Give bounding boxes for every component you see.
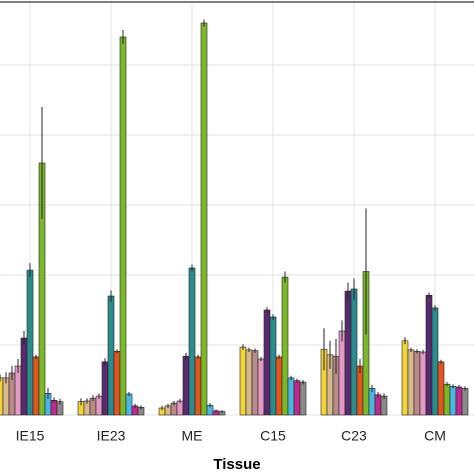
bar [263,309,271,416]
bar [275,356,283,416]
bar [239,346,247,416]
bar [20,337,28,416]
x-tick-label: C23 [341,428,367,444]
x-tick-label: IE15 [16,428,45,444]
bar [407,349,415,416]
bar [269,316,277,416]
bar [95,395,103,416]
bar [287,377,295,416]
bar [461,388,469,416]
bar [350,288,358,416]
bar [107,295,115,416]
x-tick-label: IE23 [97,428,126,444]
bar [182,355,190,416]
x-tick-label: C15 [260,428,286,444]
bar [455,386,463,416]
bar [281,276,289,416]
bar [413,350,421,416]
bar [368,388,376,416]
bar [194,356,202,416]
bar [119,36,127,416]
bar [374,394,382,416]
bar [425,294,433,416]
bar [449,385,457,416]
bar [431,307,439,416]
bar [437,361,445,416]
x-tick-label: ME [182,428,203,444]
bar [32,356,40,416]
bar [101,361,109,416]
bar [293,380,301,416]
bar [14,365,22,416]
bar [338,330,346,416]
bar [251,350,259,416]
bar [188,267,196,416]
bar [344,290,352,416]
bar [443,383,451,416]
bar [26,269,34,416]
x-tick-label: CM [424,428,446,444]
x-axis-label: Tissue [213,456,260,473]
bar [257,358,265,416]
bar [401,340,409,416]
bar [0,377,4,416]
bar [299,381,307,416]
bar [419,351,427,416]
bar [356,365,364,416]
bar [200,22,208,416]
bar [380,395,388,416]
bar [245,349,253,416]
bar [125,393,133,416]
bar [113,350,121,416]
